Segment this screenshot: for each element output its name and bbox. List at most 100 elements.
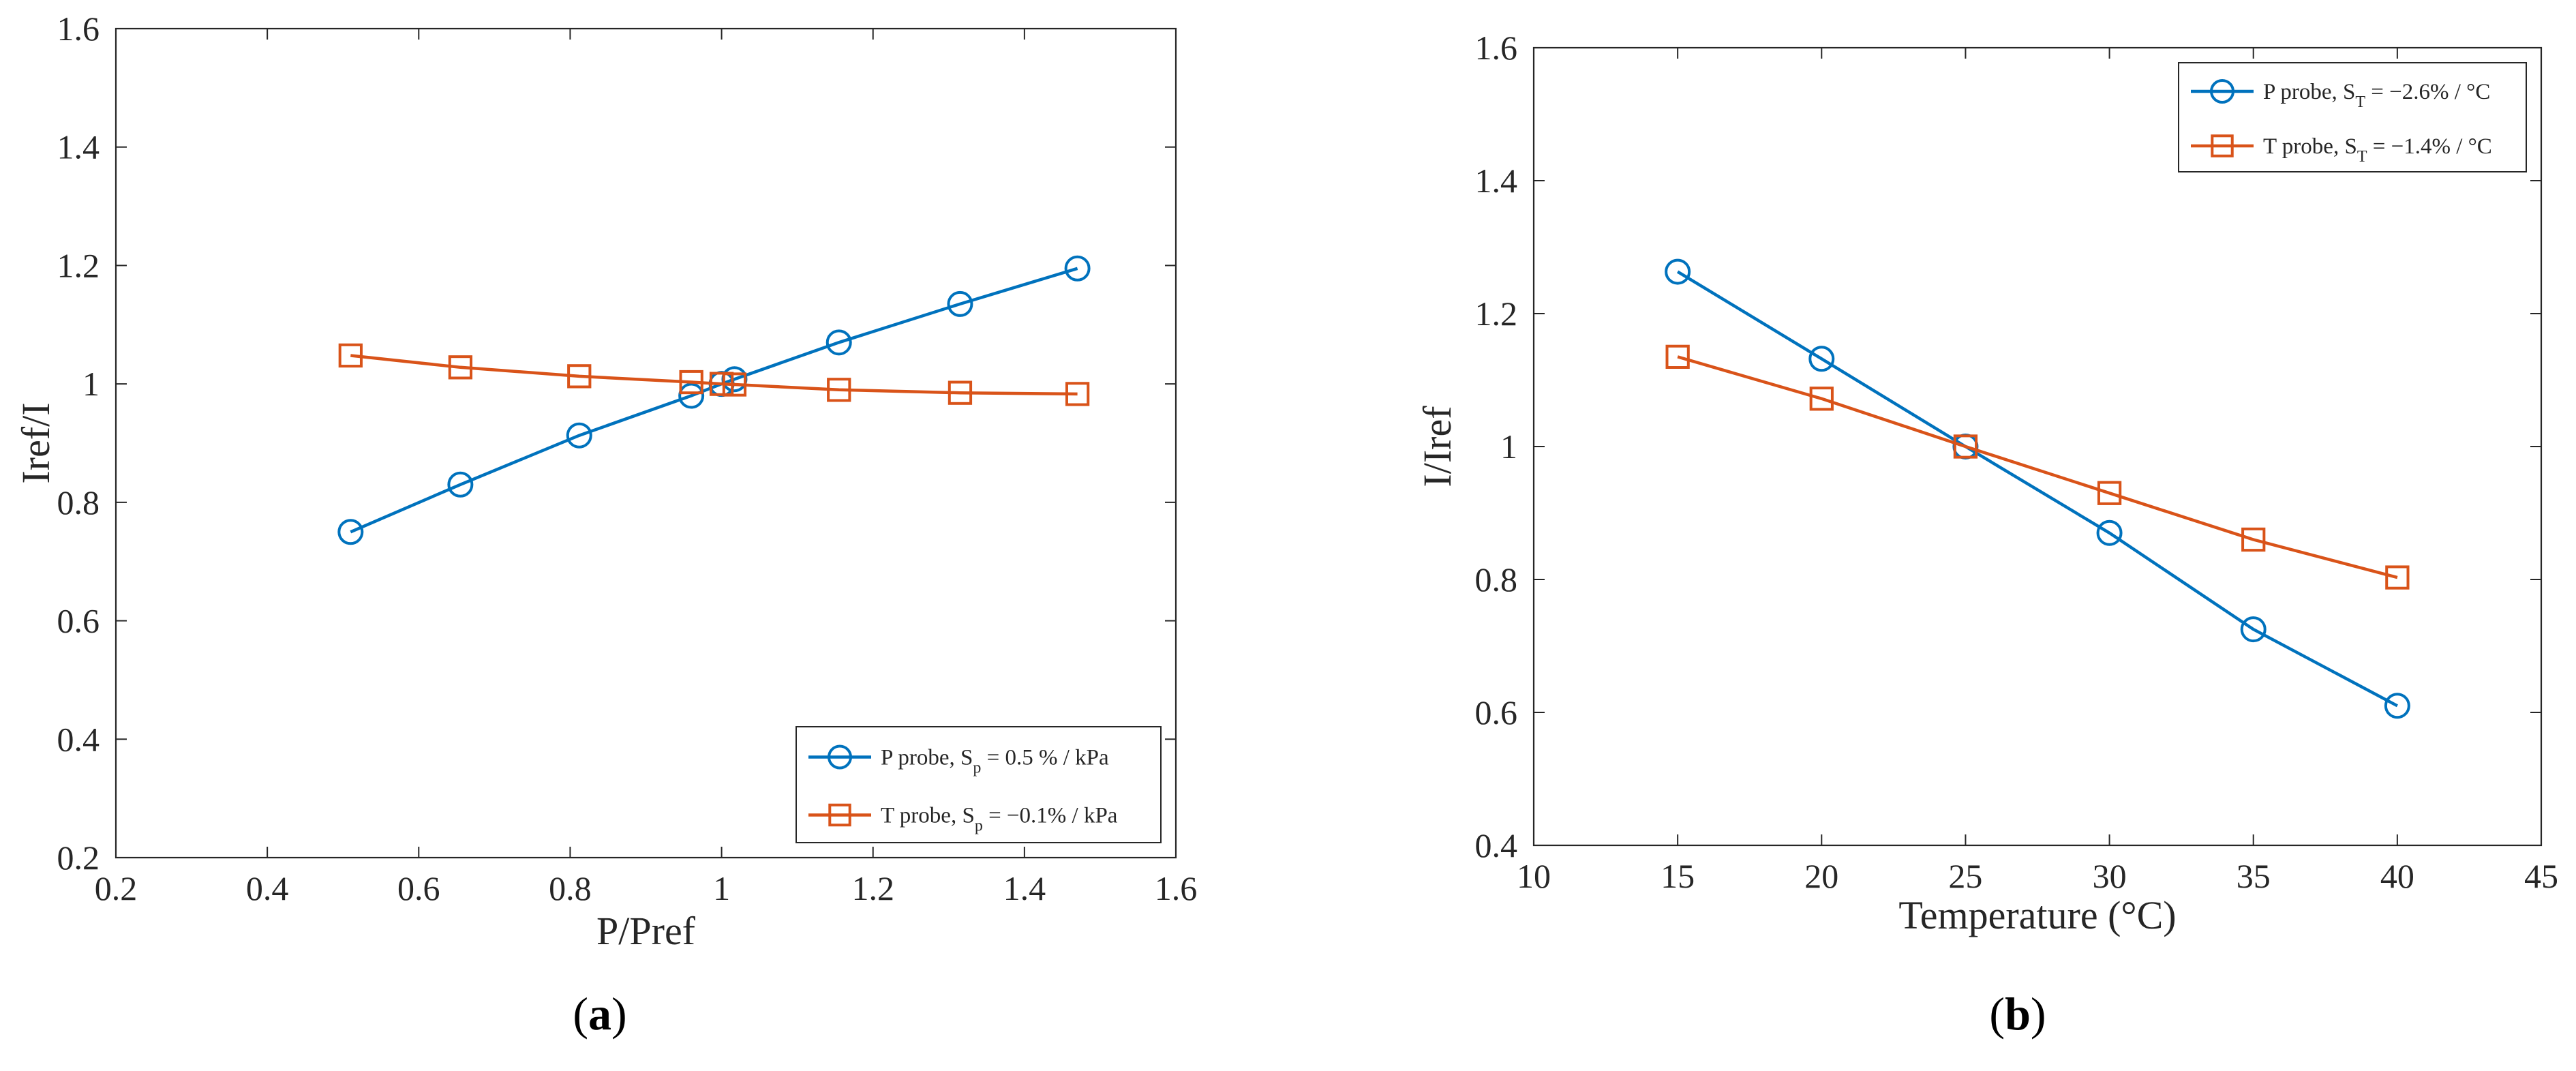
caption-a: (a)	[573, 988, 626, 1040]
y-axis-label: Iref/I	[14, 402, 58, 483]
y-tick-label: 1.2	[1475, 295, 1518, 333]
y-tick-label: 0.2	[57, 839, 100, 877]
legend-marker-sample	[828, 744, 852, 770]
y-tick-label: 1.6	[57, 10, 100, 48]
data-point	[2241, 527, 2266, 552]
caption-a-letter: a	[588, 988, 611, 1040]
y-tick-label: 1	[82, 365, 100, 403]
data-point	[1064, 255, 1091, 282]
series-line	[350, 354, 1078, 396]
legend-marker-sample	[2211, 134, 2234, 157]
series-line	[1677, 355, 2398, 579]
data-point	[679, 369, 703, 395]
data-point	[1665, 344, 1690, 369]
data-point	[2097, 481, 2122, 505]
data-point	[1065, 382, 1090, 406]
legend-entry: T probe, ST = −1.4% / °C	[2191, 134, 2492, 166]
series-t-probe	[338, 343, 1090, 406]
legend-label-suffix: = 0.5 % / kPa	[981, 746, 1109, 770]
legend-box	[795, 726, 1162, 843]
data-point	[447, 471, 474, 498]
data-point	[338, 343, 363, 368]
x-tick-label: 15	[1661, 857, 1695, 895]
x-tick-label: 45	[2524, 857, 2558, 895]
legend-label: T probe, ST = −1.4% / °C	[2263, 134, 2492, 166]
legend-label-prefix: T probe, S	[2263, 134, 2357, 159]
data-point	[1665, 258, 1691, 285]
x-tick-label: 1.6	[1155, 869, 1198, 907]
x-axis-label: Temperature (°C)	[1898, 893, 2176, 937]
legend-entry: T probe, Sp = −0.1% / kPa	[808, 804, 1118, 835]
y-tick-label: 0.8	[57, 483, 100, 522]
data-point	[448, 355, 473, 380]
y-tick-label: 0.8	[1475, 560, 1518, 599]
legend-label: P probe, ST = −2.6% / °C	[2263, 80, 2490, 111]
x-tick-label: 1.2	[851, 869, 894, 907]
y-tick-label: 1.2	[57, 246, 100, 284]
data-point	[337, 519, 364, 545]
x-tick-label: 35	[2237, 857, 2271, 895]
x-tick-label: 1.4	[1003, 869, 1046, 907]
legend-label-suffix: = −0.1% / kPa	[983, 804, 1118, 828]
data-point	[827, 378, 851, 402]
axes-frame	[1532, 46, 2543, 847]
caption-a-open: (	[573, 988, 588, 1040]
caption-b: (b)	[1989, 988, 2046, 1040]
x-tick-label: 0.2	[95, 869, 138, 907]
data-point	[2096, 519, 2123, 546]
legend-label-suffix: = −2.6% / °C	[2365, 80, 2490, 104]
legend-label-suffix: = −1.4% / °C	[2367, 134, 2491, 159]
legend-marker-sample	[2210, 79, 2234, 104]
data-point	[1808, 346, 1835, 372]
data-point	[1809, 387, 1834, 411]
x-tick-label: 10	[1517, 857, 1551, 895]
legend-label-subscript: p	[975, 817, 983, 835]
axes-frame	[115, 27, 1177, 859]
legend-label-prefix: T probe, S	[881, 804, 975, 828]
legend-label-prefix: P probe, S	[881, 746, 973, 770]
data-point	[1953, 434, 1978, 459]
y-tick-label: 0.6	[57, 602, 100, 640]
data-point	[2384, 693, 2410, 719]
data-point	[722, 372, 747, 397]
x-tick-label: 25	[1948, 857, 1982, 895]
legend: P probe, ST = −2.6% / °CT probe, ST = −1…	[2178, 62, 2527, 172]
x-tick-label: 1	[713, 869, 730, 907]
legend-label-subscript: p	[973, 759, 981, 777]
chart-panel-b: 10 15 20 25 30 35 40 45 0.4 0.6 0.8 1 1.2 1.4 1.6 Tempe…	[1415, 29, 2558, 937]
data-point	[2240, 616, 2267, 643]
y-tick-label: 1.4	[57, 128, 100, 166]
x-tick-label: 0.4	[246, 869, 289, 907]
data-point	[948, 380, 973, 405]
chart-panel-a: 0.2 0.4 0.6 0.8 1 1.2 1.4 1.6 0.2 0.4 0.6 0.8 1 1.2 1.…	[14, 10, 1197, 953]
y-tick-label: 0.4	[57, 720, 100, 758]
data-point	[2385, 565, 2410, 590]
y-tick-label: 0.6	[1475, 693, 1518, 731]
caption-b-letter: b	[2005, 988, 2031, 1040]
legend-marker-sample	[828, 803, 851, 827]
x-tick-label: 0.8	[549, 869, 592, 907]
legend-label-subscript: T	[2355, 93, 2365, 111]
data-point	[566, 422, 592, 449]
data-point	[678, 382, 705, 409]
y-axis-label: I/Iref	[1415, 406, 1459, 487]
series-t-probe	[1665, 344, 2410, 590]
data-point	[825, 329, 852, 356]
legend-label-prefix: P probe, S	[2263, 80, 2355, 104]
legend-entry: P probe, Sp = 0.5 % / kPa	[808, 744, 1109, 777]
x-tick-label: 20	[1804, 857, 1838, 895]
legend-label: P probe, Sp = 0.5 % / kPa	[881, 746, 1109, 777]
series-p-probe	[1665, 258, 2410, 719]
y-tick-label: 1.6	[1475, 29, 1518, 67]
y-tick-label: 1	[1500, 427, 1517, 466]
y-tick-label: 0.4	[1475, 826, 1518, 864]
legend-label: T probe, Sp = −0.1% / kPa	[881, 804, 1118, 835]
data-point	[709, 372, 734, 396]
series-line	[1676, 270, 2398, 708]
legend-label-subscript: T	[2357, 148, 2367, 166]
data-point	[567, 364, 592, 389]
legend-entry: P probe, ST = −2.6% / °C	[2191, 79, 2490, 111]
x-tick-label: 30	[2093, 857, 2127, 895]
